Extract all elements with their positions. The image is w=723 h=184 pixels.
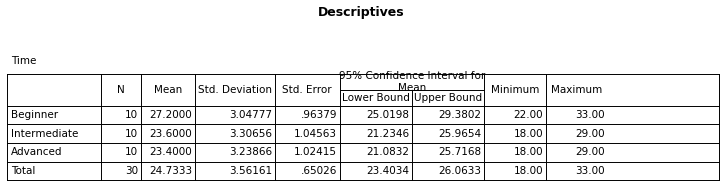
Text: 29.00: 29.00 — [575, 129, 604, 139]
Text: 27.2000: 27.2000 — [150, 110, 192, 120]
Text: 29.3802: 29.3802 — [439, 110, 482, 120]
Text: 22.00: 22.00 — [513, 110, 543, 120]
Text: 95% Confidence Interval for
Mean: 95% Confidence Interval for Mean — [339, 71, 485, 93]
Text: 21.0832: 21.0832 — [367, 147, 409, 157]
Text: 3.56161: 3.56161 — [228, 166, 272, 176]
Text: Minimum: Minimum — [491, 85, 539, 95]
Text: 33.00: 33.00 — [575, 110, 604, 120]
Text: 3.04777: 3.04777 — [229, 110, 272, 120]
Text: Total: Total — [11, 166, 35, 176]
Text: 1.02415: 1.02415 — [294, 147, 337, 157]
Text: 10: 10 — [125, 147, 138, 157]
Text: 25.9654: 25.9654 — [438, 129, 482, 139]
Text: 23.4034: 23.4034 — [367, 166, 409, 176]
Text: 23.6000: 23.6000 — [150, 129, 192, 139]
Text: N: N — [117, 85, 125, 95]
Text: 18.00: 18.00 — [513, 147, 543, 157]
Text: 18.00: 18.00 — [513, 129, 543, 139]
Text: Upper Bound: Upper Bound — [414, 93, 482, 103]
Text: 1.04563: 1.04563 — [294, 129, 337, 139]
Text: 23.4000: 23.4000 — [150, 147, 192, 157]
Text: Advanced: Advanced — [11, 147, 62, 157]
Text: 30: 30 — [125, 166, 138, 176]
Text: 25.7168: 25.7168 — [438, 147, 482, 157]
Text: 33.00: 33.00 — [575, 166, 604, 176]
Text: 18.00: 18.00 — [513, 166, 543, 176]
Text: 26.0633: 26.0633 — [439, 166, 482, 176]
Text: 10: 10 — [125, 110, 138, 120]
Text: 3.23866: 3.23866 — [228, 147, 272, 157]
Text: Std. Deviation: Std. Deviation — [198, 85, 272, 95]
Text: Std. Error: Std. Error — [283, 85, 332, 95]
Text: 10: 10 — [125, 129, 138, 139]
Text: 21.2346: 21.2346 — [366, 129, 409, 139]
Text: Time: Time — [11, 56, 36, 66]
Text: .65026: .65026 — [301, 166, 337, 176]
Text: Maximum: Maximum — [551, 85, 602, 95]
Text: 29.00: 29.00 — [575, 147, 604, 157]
Text: 24.7333: 24.7333 — [149, 166, 192, 176]
Text: .96379: .96379 — [301, 110, 337, 120]
Text: 3.30656: 3.30656 — [229, 129, 272, 139]
Text: Beginner: Beginner — [11, 110, 58, 120]
Text: Mean: Mean — [154, 85, 182, 95]
Text: Lower Bound: Lower Bound — [342, 93, 410, 103]
Text: Intermediate: Intermediate — [11, 129, 78, 139]
Text: Descriptives: Descriptives — [318, 6, 405, 19]
Text: 25.0198: 25.0198 — [367, 110, 409, 120]
